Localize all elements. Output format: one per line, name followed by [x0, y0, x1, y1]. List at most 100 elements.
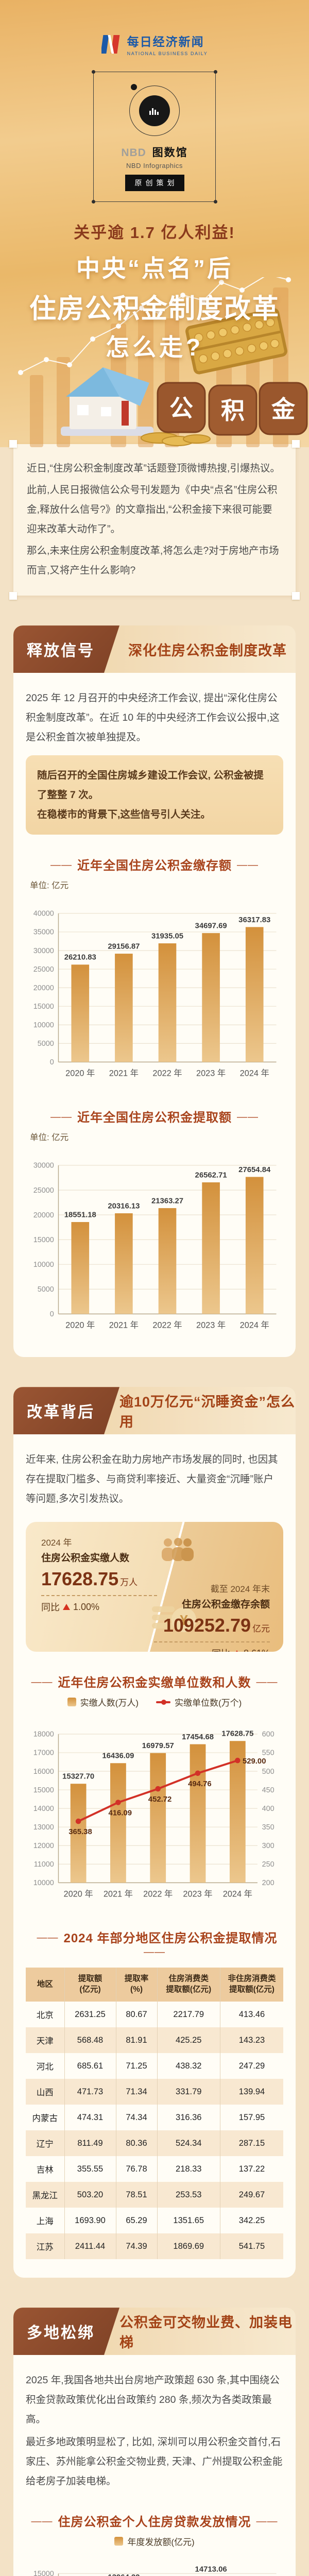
house-icon: [61, 367, 153, 436]
table-cell: 541.75: [220, 2233, 283, 2260]
svg-text:416.09: 416.09: [108, 1809, 132, 1818]
regions-data-table: 地区 提取额 (亿元) 提取率 (%) 住房消费类 提取额(亿元) 非住房消费类 提取额…: [26, 1968, 283, 2260]
svg-text:2021 年: 2021 年: [109, 1320, 139, 1330]
table-cell: 342.25: [220, 2208, 283, 2234]
table-cell: 425.25: [157, 2027, 220, 2054]
svg-text:2022 年: 2022 年: [152, 1069, 182, 1078]
chart-deposit-title: 近年全国住房公积金缴存额: [26, 855, 283, 873]
line-swatch-icon: [156, 1699, 170, 1705]
svg-text:15327.70: 15327.70: [62, 1773, 94, 1781]
gongjijin-cubes: 公 积 金: [157, 382, 308, 436]
chart-loans-block: 住房公积金个人住房贷款发放情况 年度发放额(亿元) 15000100005000…: [26, 2512, 283, 2576]
table-cell: 811.49: [64, 2130, 116, 2157]
chart-payers-legend: 实缴人数(万人) 实缴单位数(万个): [26, 1696, 283, 1708]
svg-text:400: 400: [262, 1805, 274, 1813]
svg-text:13964.22: 13964.22: [108, 2573, 140, 2576]
stat-right-label: 住房公积金缴存余额: [181, 1599, 270, 1611]
svg-text:0: 0: [50, 1310, 54, 1318]
intro-paragraph-1: 近日,“住房公积金制度改革”话题登顶微博热搜,引爆热议。: [27, 463, 280, 474]
svg-text:15000: 15000: [33, 2570, 54, 2576]
up-arrow-icon: [233, 1650, 241, 1652]
coin-icon: ¥: [152, 1606, 196, 1633]
table-cell: 331.79: [157, 2079, 220, 2105]
legend-label-loans: 年度发放额(亿元): [127, 2537, 195, 2548]
section-background-header: 改革背后 逾10万亿元“沉睡资金”怎么用: [13, 1387, 296, 1435]
hero-title-line1: 中央“点名”后: [76, 255, 233, 282]
table-cell: 天津: [36, 2037, 54, 2046]
table-cell: 139.94: [220, 2079, 283, 2105]
table-cell: 北京: [36, 2011, 54, 2021]
stat-left-yoy-label: 同比: [41, 1602, 60, 1613]
svg-text:2022 年: 2022 年: [152, 1320, 182, 1330]
table-cell: 471.73: [64, 2079, 116, 2105]
stat-right-unit: 亿元: [252, 1624, 270, 1634]
table-cell: 2217.79: [157, 2002, 220, 2028]
svg-text:35000: 35000: [33, 928, 54, 937]
chart-loans-legend: 年度发放额(亿元): [26, 2535, 283, 2548]
svg-text:¥: ¥: [180, 1612, 188, 1628]
chart-withdraw: 30000 25000 20000 15000 10000 5000 0 18551.18 20…: [26, 1144, 283, 1338]
svg-text:16000: 16000: [33, 1768, 54, 1776]
svg-text:25000: 25000: [33, 1187, 54, 1195]
table-cell: 吉林: [36, 2165, 54, 2175]
section-signal-paragraph: 2025 年 12 月召开的中央经济工作会议, 提出“深化住房公积金制度改革”。…: [26, 692, 280, 743]
svg-text:17628.75: 17628.75: [221, 1730, 253, 1738]
svg-text:2024 年: 2024 年: [223, 1890, 252, 1899]
svg-text:18000: 18000: [33, 1731, 54, 1739]
table-cell: 157.95: [220, 2105, 283, 2131]
section-background-card: 近年来, 住房公积金在助力房地产市场发展的同时, 也因其存在提取门槛多、与商贷利…: [13, 1434, 296, 2278]
table-cell: 河北: [36, 2062, 54, 2072]
legend-label-units: 实缴单位数(万个): [175, 1698, 242, 1708]
stat-right-yoy-value: 8.61%: [244, 1648, 270, 1652]
chart-loans-title: 住房公积金个人住房贷款发放情况: [26, 2512, 283, 2530]
svg-text:2020 年: 2020 年: [64, 1890, 93, 1899]
svg-text:13000: 13000: [33, 1823, 54, 1832]
table-cell: 山西: [36, 2088, 54, 2098]
stat-left-value: 17628.75: [41, 1568, 119, 1590]
section-loosening-card: 2025 年,我国各地共出台房地产政策超 630 条,其中围绕公积金贷款政策优化…: [13, 2355, 296, 2576]
section-loosening-header: 多地松绑 公积金可交物业费、加装电梯: [13, 2308, 296, 2355]
stat-card: 2024 年 住房公积金实缴人数 17628.75 万人 同比 1.00% ¥: [26, 1522, 283, 1652]
svg-text:10000: 10000: [33, 1261, 54, 1269]
stat-right-value: 109252.79: [163, 1615, 251, 1636]
section-background-paragraph: 近年来, 住房公积金在助力房地产市场发展的同时, 也因其存在提取门槛多、与商贷利…: [26, 1454, 278, 1505]
section-signal-tag: 释放信号: [27, 642, 95, 660]
intro-paragraph-2: 此前,人民日报微信公众号刊发题为《中央“点名”住房公积金,释放什么信号?》的文章…: [27, 484, 278, 535]
svg-text:15000: 15000: [33, 1786, 54, 1794]
svg-text:2021 年: 2021 年: [104, 1890, 133, 1899]
badge-title: 图数馆: [152, 147, 188, 159]
svg-text:600: 600: [262, 1731, 274, 1739]
table-cell: 253.53: [157, 2182, 220, 2208]
table-cell: 江苏: [36, 2243, 54, 2252]
section-signal-subtitle: 深化住房公积金制度改革: [128, 642, 287, 658]
chart-loans: 15000100005000013360.042020 年13964.22202…: [26, 2552, 283, 2576]
intro-section: 近日,“住房公积金制度改革”话题登顶微博热搜,引爆热议。 此前,人民日报微信公众…: [0, 440, 309, 600]
hero-kicker: 关乎逾 1.7 亿人利益!: [74, 224, 235, 242]
svg-text:25000: 25000: [33, 965, 54, 974]
svg-text:200: 200: [262, 1879, 274, 1887]
svg-text:550: 550: [262, 1749, 274, 1757]
svg-text:34697.69: 34697.69: [195, 922, 227, 930]
table-regions-title: 2024 年部分地区住房公积金提取情况: [26, 1928, 283, 1960]
table-row: 江苏 2411.44 74.39 1869.69 541.75: [26, 2233, 283, 2260]
svg-text:金: 金: [271, 396, 296, 422]
hero-illustration: 公 积 金: [18, 277, 308, 447]
svg-text:积: 积: [221, 397, 245, 424]
svg-text:250: 250: [262, 1860, 274, 1869]
svg-text:300: 300: [262, 1842, 274, 1850]
table-cell: 143.23: [220, 2027, 283, 2054]
chart-payers-block: 近年住房公积金实缴单位数和人数 实缴人数(万人) 实缴单位数(万个) 18000…: [26, 1672, 283, 1907]
svg-text:365.38: 365.38: [68, 1828, 92, 1836]
svg-text:36317.83: 36317.83: [238, 916, 270, 924]
table-cell: 316.36: [157, 2105, 220, 2131]
svg-text:16979.57: 16979.57: [142, 1742, 174, 1750]
table-cell: 上海: [36, 2217, 54, 2227]
table-cell: 438.32: [157, 2053, 220, 2079]
table-row: 黑龙江 503.20 78.51 253.53 249.67: [26, 2182, 283, 2208]
table-cell: 辽宁: [36, 2140, 54, 2149]
orbit-logo-icon: [129, 84, 180, 136]
svg-text:2022 年: 2022 年: [143, 1890, 173, 1899]
table-header-cell: 非住房消费类 提取额(亿元): [220, 1968, 283, 2002]
svg-text:15000: 15000: [33, 1003, 54, 1011]
